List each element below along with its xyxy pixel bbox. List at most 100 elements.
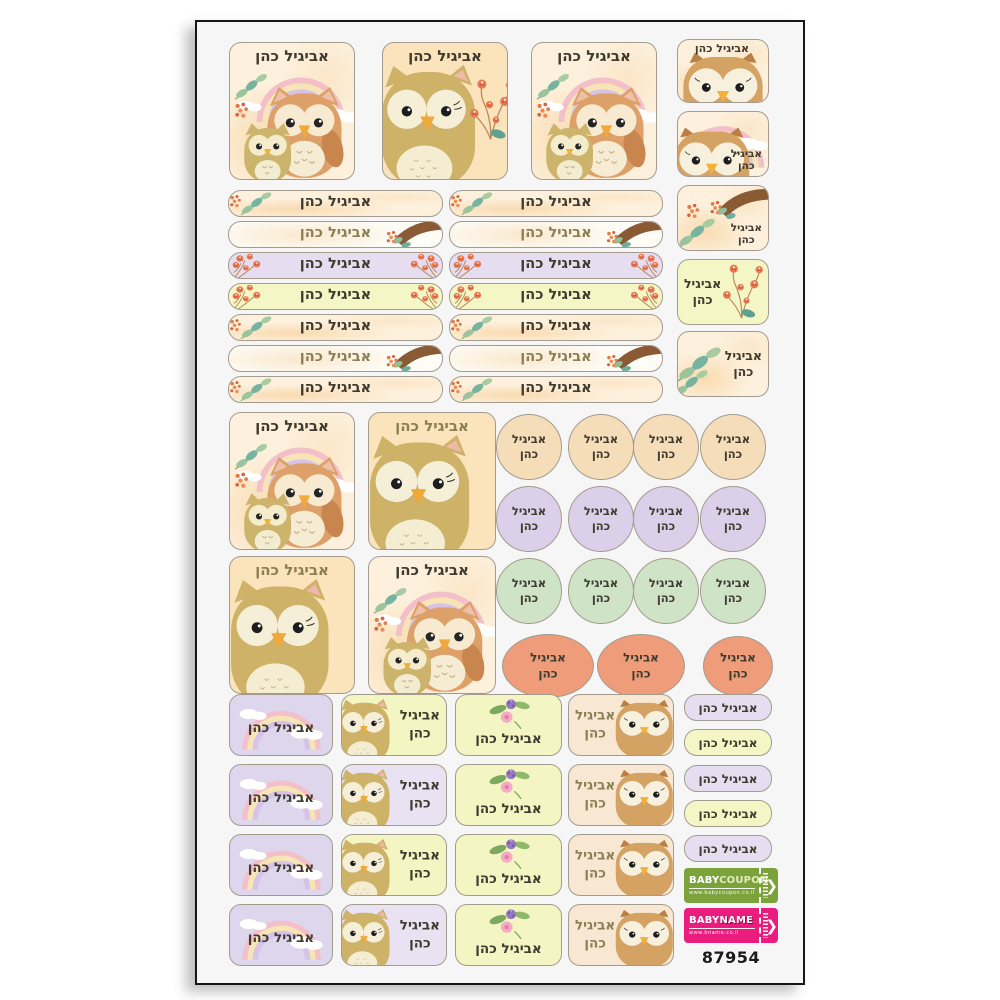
- sheet-number: 87954: [701, 948, 761, 967]
- name-label: אביגיל כהן: [575, 847, 616, 881]
- sticker-rect-owl-right: אביגיל כהן: [568, 764, 674, 826]
- name-label: אביגיל כהן: [399, 917, 440, 951]
- name-label: אביגיל כהן: [520, 318, 592, 334]
- name-label: אביגיל כהן: [648, 576, 684, 605]
- sticker-strip: אביגיל כהן: [449, 221, 663, 248]
- name-label: אביגיל כהן: [475, 731, 542, 747]
- name-label: אביגיל כהן: [715, 504, 751, 533]
- name-label: אביגיל כהן: [475, 941, 542, 957]
- sticker-small-square-flowers: אביגיל כהן: [677, 259, 769, 325]
- name-label: אביגיל כהן: [557, 47, 631, 65]
- sticker-circle: אביגיל כהן: [633, 486, 699, 552]
- babyname-logo-text: BABYNAME www.bname.co.il: [684, 908, 759, 943]
- name-label: אביגיל כהן: [698, 771, 758, 786]
- name-label: אביגיל כהן: [247, 720, 315, 736]
- sticker-small-square-leaves: אביגיל כהן: [677, 331, 769, 397]
- sticker-circle: אביגיל כהן: [496, 558, 562, 624]
- sticker-large-square-owl-flowers: אביגיל כהן: [382, 42, 508, 180]
- sticker-sheet: אביגיל כהן אביגיל כהן אביגיל כהן אביגיל …: [195, 20, 805, 985]
- sticker-large-square-owl: אביגיל כהן: [368, 412, 496, 550]
- sticker-large-square-owl-family: אביגיל כהן: [229, 412, 355, 550]
- name-label: אביגיל כהן: [715, 432, 751, 461]
- barcode-icon: [763, 913, 768, 938]
- name-label: אביגיל כהן: [299, 380, 372, 396]
- name-label: אביגיל כהן: [698, 806, 758, 821]
- name-label: אביגיל כהן: [399, 847, 440, 881]
- name-label: אביגיל כהן: [623, 650, 659, 680]
- babyname-logo: BABYNAME www.bname.co.il ❯: [684, 908, 778, 943]
- chevron-right-icon: ❯: [765, 876, 778, 895]
- name-label: אביגיל כהן: [399, 777, 440, 811]
- sticker-pill: אביגיל כהן: [684, 729, 772, 756]
- sticker-strip: אביגיל כהן: [449, 345, 663, 372]
- name-label: אביגיל כהן: [724, 347, 762, 379]
- name-label: אביגיל כהן: [255, 417, 329, 435]
- name-label: אביגיל כהן: [299, 256, 372, 272]
- sticker-rect-owl-left: אביגיל כהן: [341, 834, 447, 896]
- sticker-oval: אביגיל כהן: [703, 636, 773, 696]
- sticker-strip: אביגיל כהן: [228, 376, 443, 403]
- name-label: אביגיל כהן: [575, 917, 616, 951]
- name-label: אביגיל כהן: [520, 225, 592, 241]
- sticker-strip: אביגיל כהן: [228, 190, 443, 217]
- babycoupon-url: www.babycoupon.co.il: [689, 888, 755, 896]
- name-label: אביגיל כהן: [299, 194, 372, 210]
- name-label: אביגיל כהן: [730, 147, 762, 173]
- name-label: אביגיל כהן: [583, 576, 619, 605]
- sticker-circle: אביגיל כהן: [633, 414, 699, 480]
- name-label: אביגיל כהן: [299, 349, 372, 365]
- sticker-rect-owl-left: אביגיל כהן: [341, 904, 447, 966]
- sticker-large-square-owl-family: אביגיל כהן: [229, 42, 355, 180]
- name-label: אביגיל כהן: [247, 930, 315, 946]
- sticker-rect-flower: אביגיל כהן: [455, 904, 562, 966]
- sticker-strip: אביגיל כהן: [449, 252, 663, 279]
- sticker-pill: אביגיל כהן: [684, 800, 772, 827]
- sticker-rect-owl-left: אביגיל כהן: [341, 694, 447, 756]
- babyname-logo-title: BABYNAME: [689, 915, 754, 926]
- sticker-oval: אביגיל כהן: [502, 634, 594, 698]
- name-label: אביגיל כהן: [475, 871, 542, 887]
- sticker-rect-rainbow: אביגיל כהן: [229, 764, 333, 826]
- name-label: אביגיל כהן: [299, 318, 372, 334]
- sticker-circle: אביגיל כהן: [700, 414, 766, 480]
- sticker-circle: אביגיל כהן: [496, 414, 562, 480]
- name-label: אביגיל כהן: [299, 287, 372, 303]
- name-label: אביגיל כהן: [730, 221, 762, 247]
- name-label: אביגיל כהן: [255, 47, 329, 65]
- name-label: אביגיל כהן: [247, 860, 315, 876]
- name-label: אביגיל כהן: [698, 841, 758, 856]
- babycoupon-logo: BABYCOUPON www.babycoupon.co.il ❯: [684, 868, 778, 903]
- name-label: אביגיל כהן: [299, 225, 372, 241]
- sticker-strip: אביגיל כהן: [449, 283, 663, 310]
- sticker-oval: אביגיל כהן: [597, 634, 685, 698]
- chevron-right-icon: ❯: [765, 916, 778, 935]
- name-label: אביגיל כהן: [583, 504, 619, 533]
- sticker-large-square-owl-family: אביגיל כהן: [368, 556, 496, 694]
- sticker-rect-rainbow: אביגיל כהן: [229, 904, 333, 966]
- sticker-strip: אביגיל כהן: [449, 190, 663, 217]
- sticker-rect-owl-right: אביגיל כהן: [568, 834, 674, 896]
- name-label: אביגיל כהן: [684, 275, 722, 307]
- name-label: אביגיל כהן: [395, 417, 469, 435]
- sticker-circle: אביגיל כהן: [633, 558, 699, 624]
- barcode-icon: [763, 873, 768, 898]
- name-label: אביגיל כהן: [520, 349, 592, 365]
- sticker-rect-owl-right: אביגיל כהן: [568, 694, 674, 756]
- name-label: אביגיל כהן: [648, 504, 684, 533]
- ticket-stub-icon: ❯: [759, 908, 778, 943]
- name-label: אביגיל כהן: [520, 256, 592, 272]
- sticker-circle: אביגיל כהן: [700, 486, 766, 552]
- sticker-small-square-owl-face: אביגיל כהן: [677, 39, 769, 103]
- name-label: אביגיל כהן: [520, 380, 592, 396]
- sticker-strip: אביגיל כהן: [228, 314, 443, 341]
- babycoupon-logo-title: BABYCOUPON: [689, 875, 769, 886]
- sticker-strip: אביגיל כהן: [449, 376, 663, 403]
- name-label: אביגיל כהן: [255, 561, 329, 579]
- name-label: אביגיל כהן: [247, 790, 315, 806]
- name-label: אביגיל כהן: [698, 700, 758, 715]
- name-label: אביגיל כהן: [399, 707, 440, 741]
- name-label: אביגיל כהן: [698, 735, 758, 750]
- sticker-large-square-owl: אביגיל כהן: [229, 556, 355, 694]
- sticker-pill: אביגיל כהן: [684, 765, 772, 792]
- sticker-circle: אביגיל כהן: [700, 558, 766, 624]
